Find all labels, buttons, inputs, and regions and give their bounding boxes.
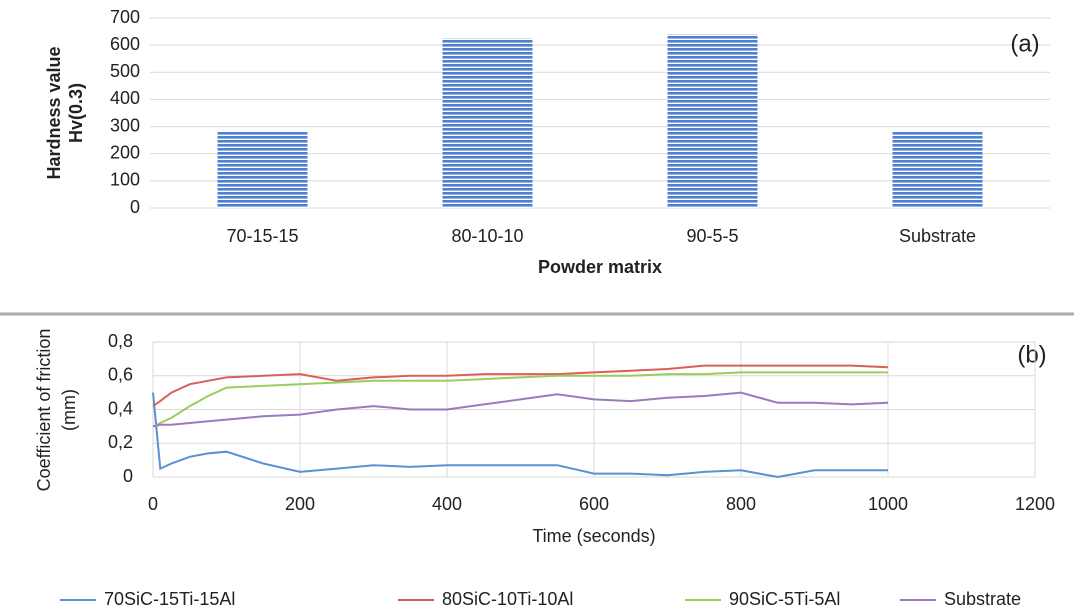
line-series — [152, 371, 888, 428]
annotation: (b) — [1017, 341, 1046, 368]
x-tick-label: 1000 — [868, 494, 908, 514]
y-tick-label: 700 — [110, 7, 140, 27]
annotation: (a) — [1010, 30, 1039, 57]
y-axis-title: Coefficient of friction — [34, 329, 54, 492]
y-tick-label: 0 — [123, 466, 133, 486]
x-tick-label: 70-15-15 — [226, 226, 298, 246]
y-tick-label: 300 — [110, 115, 140, 135]
line-series — [152, 391, 889, 428]
legend-label: Substrate — [944, 589, 1021, 609]
y-tick-label: 0,2 — [108, 432, 133, 452]
line-series — [152, 392, 888, 479]
y-axis-title: Hardness value — [44, 46, 64, 179]
x-tick-label: 80-10-10 — [451, 226, 523, 246]
y-tick-label: 0 — [130, 197, 140, 217]
x-tick-label: 400 — [432, 494, 462, 514]
x-tick-label: 0 — [148, 494, 158, 514]
x-tick-label: 200 — [285, 494, 315, 514]
bar — [667, 34, 758, 209]
x-tick-label: Substrate — [899, 226, 976, 246]
x-tick-label: 90-5-5 — [686, 226, 738, 246]
x-tick-label: 600 — [579, 494, 609, 514]
y-tick-label: 400 — [110, 88, 140, 108]
y-tick-label: 500 — [110, 61, 140, 81]
y-tick-label: 100 — [110, 170, 140, 190]
y-axis-title: (mm) — [59, 389, 79, 431]
bar — [217, 130, 308, 208]
legend-label: 90SiC-5Ti-5Al — [729, 589, 840, 609]
legend-label: 70SiC-15Ti-15Al — [104, 589, 235, 609]
x-tick-label: 800 — [726, 494, 756, 514]
x-axis-title: Powder matrix — [538, 257, 662, 277]
y-tick-label: 0,6 — [108, 365, 133, 385]
x-tick-label: 1200 — [1015, 494, 1055, 514]
bar — [442, 38, 533, 208]
y-tick-label: 0,8 — [108, 331, 133, 351]
x-axis-title: Time (seconds) — [532, 526, 655, 546]
line-series — [152, 364, 889, 407]
y-axis-title: Hv(0.3) — [66, 83, 86, 143]
y-tick-label: 600 — [110, 34, 140, 54]
legend-label: 80SiC-10Ti-10Al — [442, 589, 573, 609]
y-tick-label: 0,4 — [108, 398, 133, 418]
y-tick-label: 200 — [110, 142, 140, 162]
bar — [892, 130, 983, 208]
